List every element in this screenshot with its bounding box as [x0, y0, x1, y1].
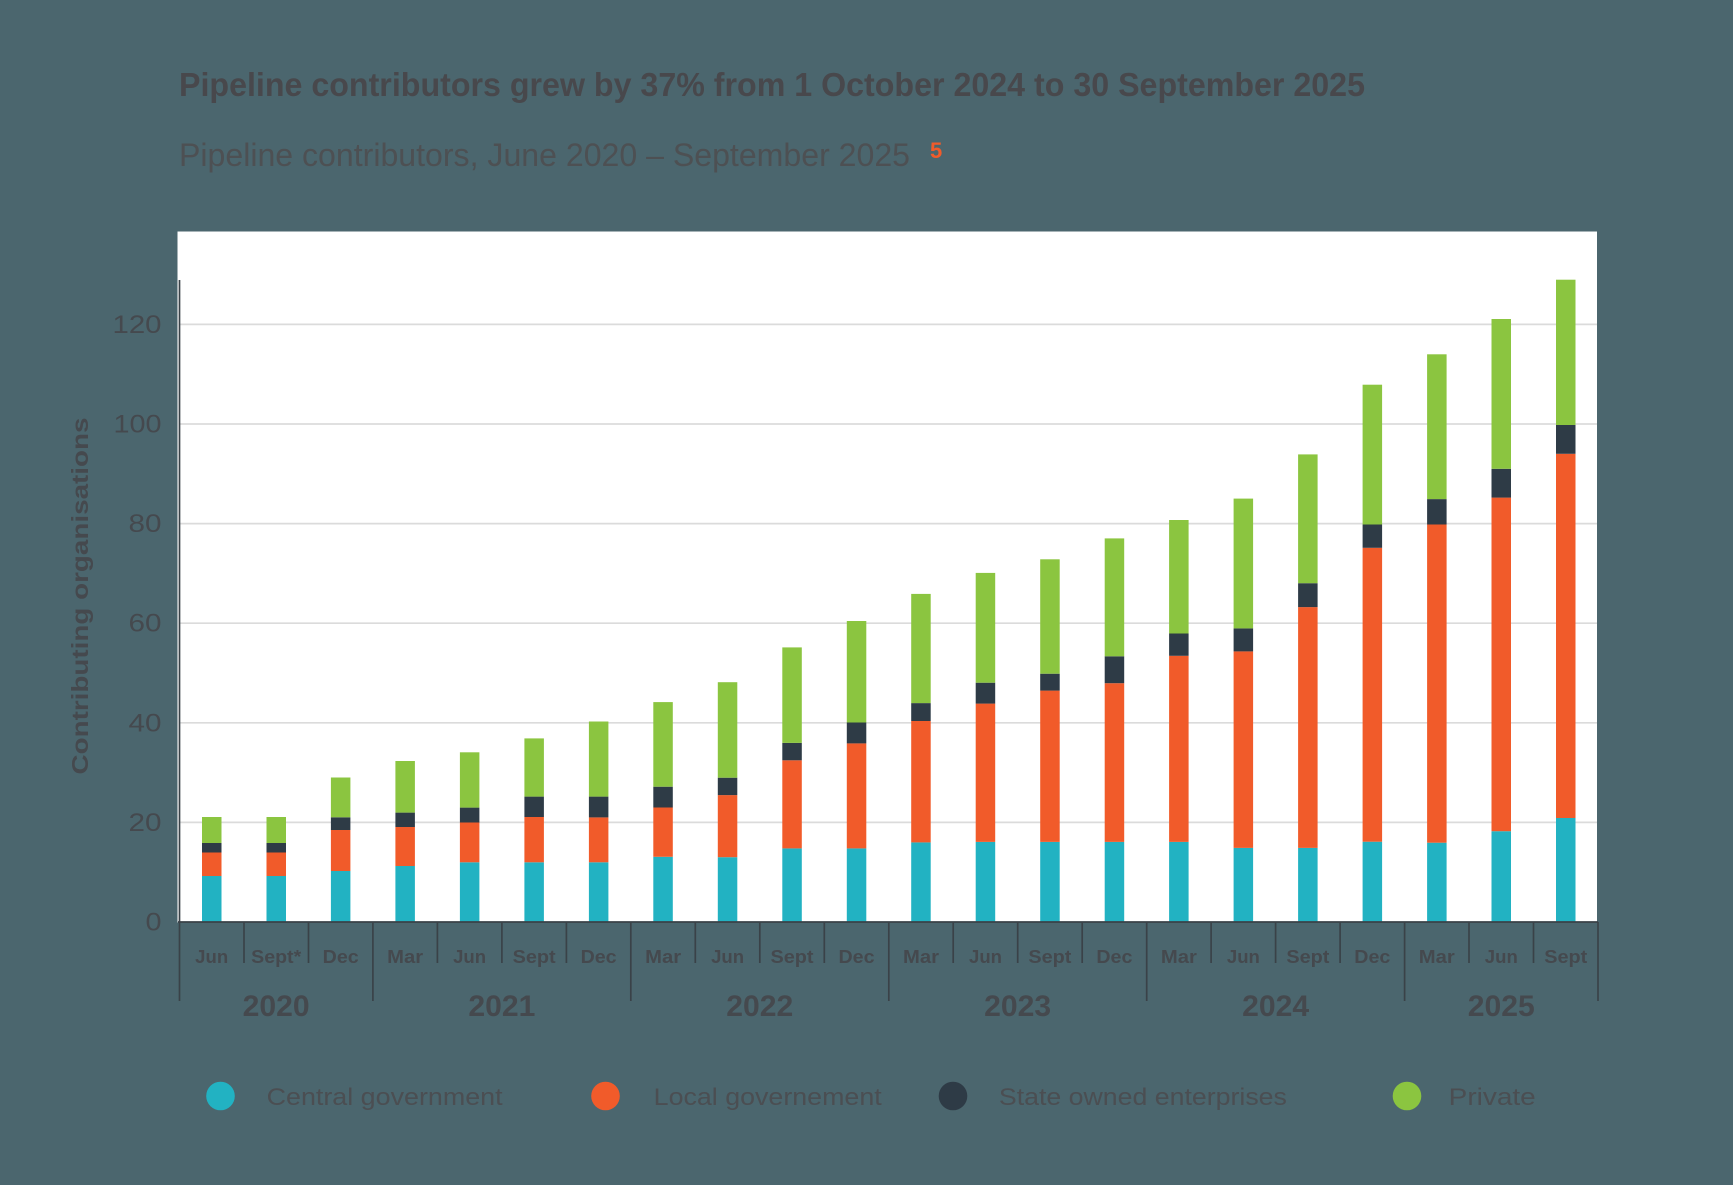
svg-text:100: 100 — [114, 411, 162, 439]
svg-text:Jun: Jun — [195, 947, 228, 967]
svg-text:Pipeline contributors, June 20: Pipeline contributors, June 2020 – Septe… — [179, 137, 910, 173]
svg-text:State owned enterprises: State owned enterprises — [999, 1084, 1287, 1111]
svg-text:Sept: Sept — [771, 947, 814, 967]
svg-text:20: 20 — [129, 809, 162, 837]
svg-text:Dec: Dec — [1354, 947, 1390, 967]
svg-text:5: 5 — [930, 138, 942, 163]
svg-text:Private: Private — [1449, 1084, 1536, 1111]
svg-text:40: 40 — [129, 709, 162, 737]
svg-text:Dec: Dec — [839, 947, 875, 967]
svg-text:Contributing organisations: Contributing organisations — [67, 418, 93, 775]
svg-text:Mar: Mar — [387, 947, 423, 967]
svg-text:Sept: Sept — [1286, 947, 1329, 967]
svg-text:120: 120 — [113, 311, 162, 339]
svg-text:Dec: Dec — [581, 947, 617, 967]
svg-text:Sept: Sept — [1544, 947, 1587, 967]
svg-text:2024: 2024 — [1242, 990, 1309, 1023]
svg-text:Jun: Jun — [969, 947, 1002, 967]
svg-text:Dec: Dec — [1096, 947, 1132, 967]
svg-text:Jun: Jun — [711, 947, 744, 967]
svg-text:Pipeline contributors grew by: Pipeline contributors grew by 37% from 1… — [179, 66, 1365, 103]
svg-text:Mar: Mar — [1161, 947, 1197, 967]
svg-text:0: 0 — [146, 909, 162, 937]
svg-text:Dec: Dec — [323, 947, 359, 967]
svg-text:Local governement: Local governement — [654, 1084, 882, 1111]
svg-text:Mar: Mar — [645, 947, 681, 967]
svg-text:2025: 2025 — [1468, 990, 1535, 1023]
svg-text:Central government: Central government — [267, 1084, 503, 1111]
svg-text:Sept: Sept — [1028, 947, 1071, 967]
svg-text:80: 80 — [129, 510, 162, 538]
svg-text:Sept: Sept — [513, 947, 556, 967]
svg-text:60: 60 — [129, 610, 162, 638]
svg-text:Jun: Jun — [1485, 947, 1518, 967]
svg-text:Mar: Mar — [1419, 947, 1455, 967]
svg-text:2023: 2023 — [984, 990, 1051, 1023]
svg-text:Jun: Jun — [1227, 947, 1260, 967]
svg-text:2022: 2022 — [726, 990, 793, 1023]
svg-text:Jun: Jun — [453, 947, 486, 967]
svg-text:Sept*: Sept* — [251, 947, 301, 967]
svg-text:2020: 2020 — [243, 990, 310, 1023]
svg-text:Mar: Mar — [903, 947, 939, 967]
svg-text:2021: 2021 — [468, 990, 535, 1023]
